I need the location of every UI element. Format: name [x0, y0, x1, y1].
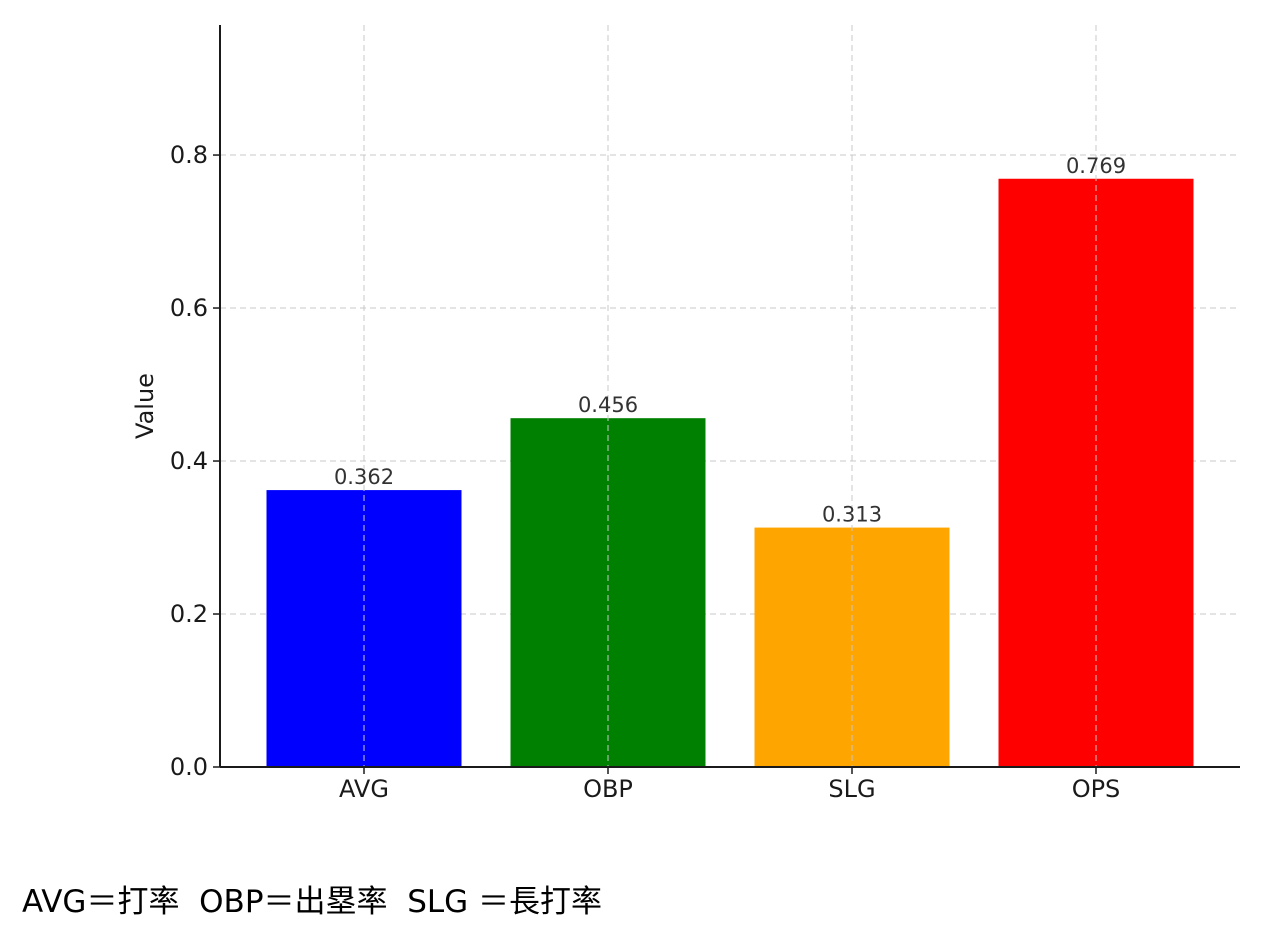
- value-label-obp: 0.456: [578, 393, 638, 417]
- y-tick-label: 0.8: [170, 141, 208, 169]
- value-label-avg: 0.362: [334, 465, 394, 489]
- x-tick-label-avg: AVG: [339, 775, 389, 803]
- x-axis-ticks: AVG OBP SLG OPS: [339, 767, 1120, 803]
- abbreviation-footnote: AVG＝打率 OBP＝出塁率 SLG ＝長打率: [22, 884, 603, 920]
- x-tick-label-obp: OBP: [583, 775, 633, 803]
- y-tick-label: 0.6: [170, 294, 208, 322]
- value-label-ops: 0.769: [1066, 154, 1126, 178]
- x-tick-label-slg: SLG: [828, 775, 875, 803]
- x-tick-label-ops: OPS: [1072, 775, 1121, 803]
- y-tick-label: 0.2: [170, 600, 208, 628]
- bars: [266, 178, 1194, 767]
- value-label-slg: 0.313: [822, 503, 882, 527]
- bar-chart: 0.00.20.40.60.8 AVG OBP SLG OPS 0.3620.4560…: [131, 25, 1240, 803]
- y-tick-label: 0.0: [170, 753, 208, 781]
- vertical-gridlines: [363, 25, 1097, 767]
- y-tick-label: 0.4: [170, 447, 208, 475]
- axes: [219, 25, 1240, 768]
- bar-value-labels: 0.362 0.456 0.313 0.769: [334, 154, 1126, 527]
- y-axis-title: Value: [131, 373, 159, 439]
- y-axis-ticks: 0.0 0.2 0.4 0.6 0.8: [170, 141, 220, 781]
